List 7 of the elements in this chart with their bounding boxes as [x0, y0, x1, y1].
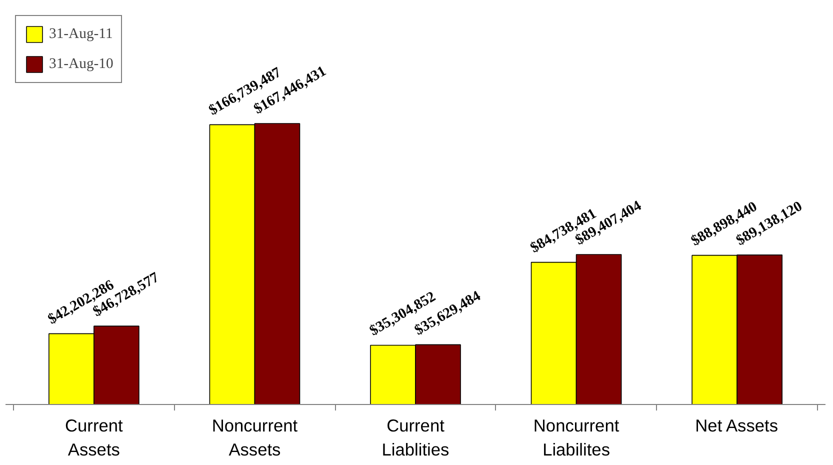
legend-label: 31-Aug-10: [49, 56, 114, 72]
x-tick-label: Noncurrent Liabilites: [533, 416, 620, 460]
legend-label: 31-Aug-11: [49, 26, 113, 42]
x-tick-label: Noncurrent Assets: [212, 416, 298, 460]
x-tick-label: Net Assets: [695, 416, 778, 436]
x-tick-label: Current Assets: [65, 416, 124, 460]
x-tick-label: Current Liablities: [382, 416, 450, 460]
